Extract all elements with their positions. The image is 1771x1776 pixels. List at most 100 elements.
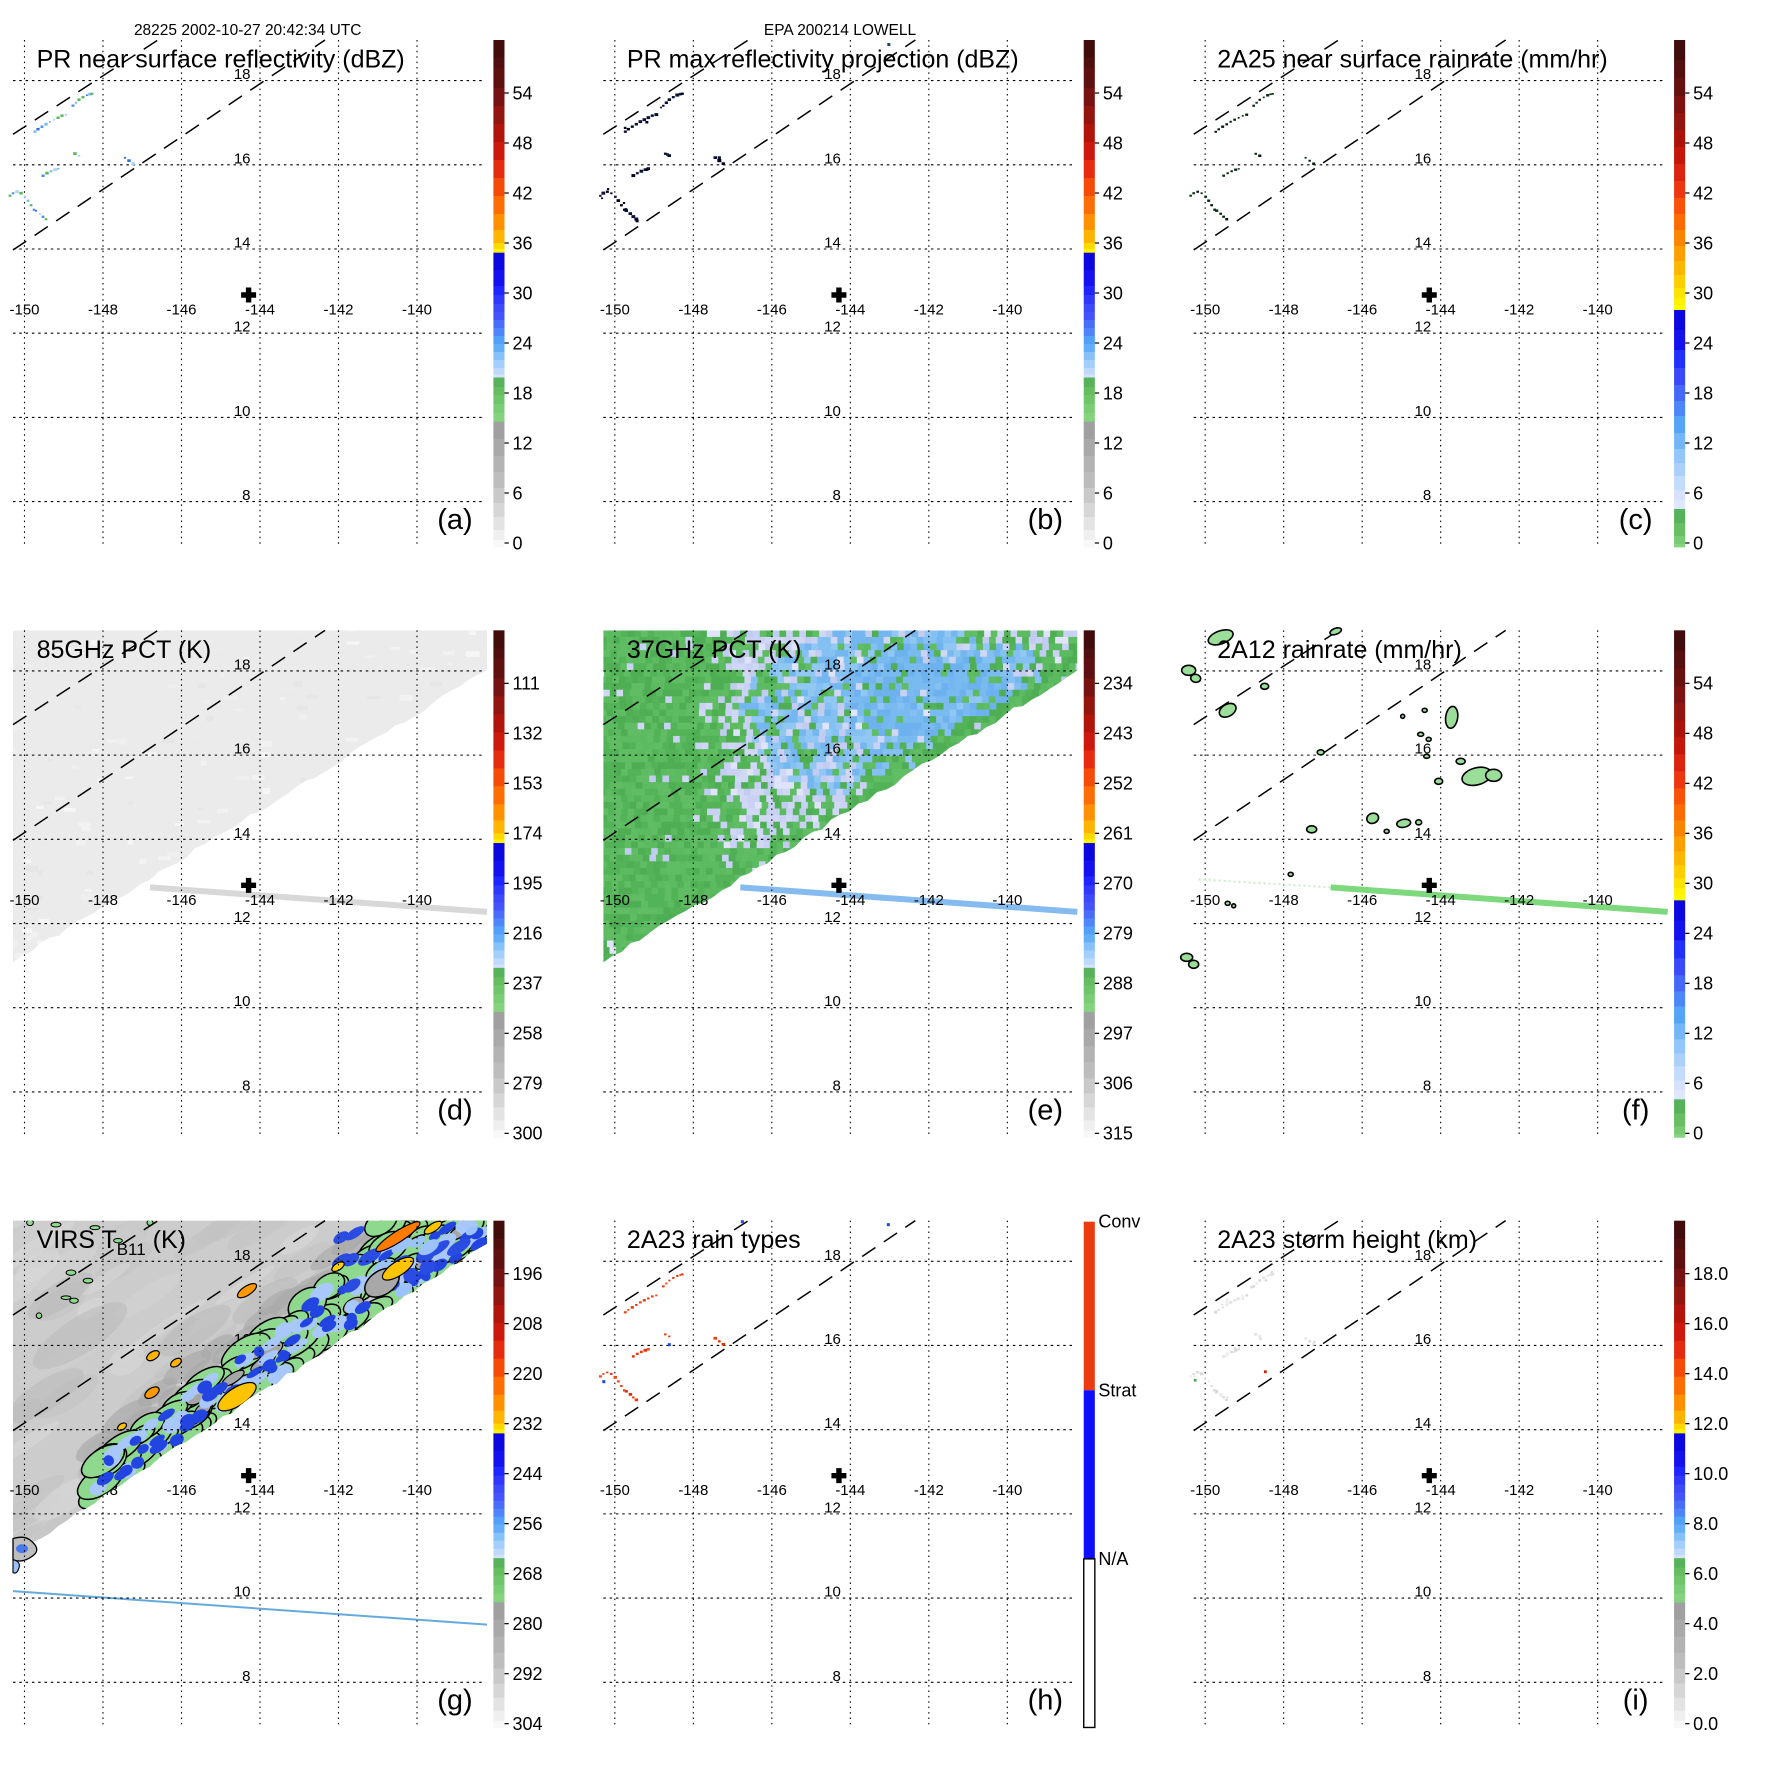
svg-text:8: 8 — [1423, 1668, 1431, 1685]
svg-text:153: 153 — [513, 774, 543, 794]
svg-text:-150: -150 — [9, 302, 39, 319]
svg-text:48: 48 — [1103, 133, 1123, 153]
svg-text:-148: -148 — [88, 892, 118, 909]
svg-text:-146: -146 — [757, 302, 787, 319]
svg-text:-148: -148 — [678, 1482, 708, 1499]
svg-text:132: 132 — [513, 724, 543, 744]
svg-text:PR near surface reflectivity (: PR near surface reflectivity (dBZ) — [37, 46, 405, 74]
svg-text:16: 16 — [234, 741, 251, 758]
svg-text:14: 14 — [234, 235, 251, 252]
svg-text:258: 258 — [513, 1024, 543, 1044]
svg-text:-144: -144 — [1426, 1482, 1456, 1499]
svg-text:-150: -150 — [1190, 892, 1220, 909]
svg-text:14: 14 — [1414, 825, 1431, 842]
svg-text:0: 0 — [1103, 533, 1113, 553]
svg-text:14: 14 — [824, 1415, 841, 1432]
svg-text:-150: -150 — [1190, 302, 1220, 319]
svg-text:12: 12 — [513, 433, 533, 453]
svg-text:6: 6 — [1103, 483, 1113, 503]
svg-text:(d): (d) — [437, 1094, 472, 1126]
svg-text:-144: -144 — [1426, 302, 1456, 319]
svg-text:12: 12 — [824, 909, 841, 926]
svg-text:24: 24 — [513, 333, 533, 353]
svg-text:16: 16 — [824, 150, 841, 167]
svg-text:16: 16 — [234, 150, 251, 167]
svg-text:-140: -140 — [1583, 892, 1613, 909]
svg-text:12: 12 — [824, 1499, 841, 1516]
svg-text:-144: -144 — [1426, 892, 1456, 909]
svg-text:12.0: 12.0 — [1693, 1414, 1728, 1434]
svg-text:10: 10 — [1414, 403, 1431, 420]
svg-text:10.0: 10.0 — [1693, 1464, 1728, 1484]
svg-text:16.0: 16.0 — [1693, 1314, 1728, 1334]
svg-text:196: 196 — [513, 1264, 543, 1284]
svg-text:Conv: Conv — [1098, 1212, 1140, 1232]
svg-text:-142: -142 — [1504, 1482, 1534, 1499]
svg-text:-150: -150 — [600, 302, 630, 319]
svg-text:-144: -144 — [835, 302, 865, 319]
svg-text:54: 54 — [1693, 83, 1713, 103]
svg-text:24: 24 — [1693, 924, 1713, 944]
svg-text:42: 42 — [1693, 183, 1713, 203]
svg-text:-144: -144 — [835, 892, 865, 909]
svg-text:8: 8 — [242, 487, 250, 504]
svg-text:234: 234 — [1103, 674, 1133, 694]
svg-text:-142: -142 — [914, 1482, 944, 1499]
svg-text:16: 16 — [824, 1331, 841, 1348]
svg-text:195: 195 — [513, 874, 543, 894]
svg-text:18: 18 — [1414, 656, 1431, 673]
svg-text:(i): (i) — [1623, 1685, 1649, 1717]
svg-text:30: 30 — [1103, 283, 1123, 303]
svg-text:-150: -150 — [600, 1482, 630, 1499]
svg-text:-146: -146 — [166, 302, 196, 319]
svg-text:12: 12 — [1103, 433, 1123, 453]
svg-text:-144: -144 — [835, 1482, 865, 1499]
svg-text:220: 220 — [513, 1364, 543, 1384]
svg-text:PR max reflectivity projection: PR max reflectivity projection (dBZ) — [627, 46, 1019, 74]
svg-text:12: 12 — [234, 909, 251, 926]
svg-text:270: 270 — [1103, 874, 1133, 894]
svg-text:37GHz PCT (K): 37GHz PCT (K) — [627, 636, 802, 664]
svg-text:18: 18 — [234, 656, 251, 673]
svg-text:54: 54 — [513, 83, 533, 103]
svg-text:14: 14 — [1414, 1415, 1431, 1432]
svg-text:-142: -142 — [1504, 892, 1534, 909]
svg-text:14: 14 — [824, 825, 841, 842]
svg-text:18: 18 — [824, 656, 841, 673]
svg-text:2A25 near surface rainrate (mm: 2A25 near surface rainrate (mm/hr) — [1217, 46, 1607, 74]
svg-text:18: 18 — [513, 383, 533, 403]
svg-text:-142: -142 — [1504, 302, 1534, 319]
svg-text:10: 10 — [824, 993, 841, 1010]
svg-text:2.0: 2.0 — [1693, 1664, 1718, 1684]
svg-text:(h): (h) — [1028, 1685, 1063, 1717]
svg-text:12: 12 — [234, 1499, 251, 1516]
svg-text:6.0: 6.0 — [1693, 1564, 1718, 1584]
svg-text:6: 6 — [1693, 483, 1703, 503]
svg-text:243: 243 — [1103, 724, 1133, 744]
svg-text:-142: -142 — [323, 302, 353, 319]
svg-text:18: 18 — [1693, 383, 1713, 403]
svg-text:Strat: Strat — [1098, 1380, 1136, 1400]
svg-text:12: 12 — [1693, 1024, 1713, 1044]
svg-text:8: 8 — [242, 1668, 250, 1685]
svg-text:30: 30 — [1693, 283, 1713, 303]
svg-text:(f): (f) — [1622, 1094, 1649, 1126]
svg-text:-148: -148 — [88, 302, 118, 319]
svg-text:48: 48 — [1693, 133, 1713, 153]
svg-text:14: 14 — [824, 235, 841, 252]
svg-text:-140: -140 — [992, 1482, 1022, 1499]
svg-text:18.0: 18.0 — [1693, 1264, 1728, 1284]
svg-text:10: 10 — [1414, 1584, 1431, 1601]
svg-text:292: 292 — [513, 1664, 543, 1684]
svg-text:0: 0 — [1693, 1124, 1703, 1144]
svg-text:8: 8 — [832, 1668, 840, 1685]
svg-text:N/A: N/A — [1098, 1549, 1128, 1569]
svg-text:-148: -148 — [678, 302, 708, 319]
svg-text:18: 18 — [1414, 1247, 1431, 1264]
svg-text:48: 48 — [1693, 724, 1713, 744]
svg-text:288: 288 — [1103, 974, 1133, 994]
svg-text:-146: -146 — [757, 892, 787, 909]
svg-text:0: 0 — [1693, 533, 1703, 553]
svg-text:-150: -150 — [1190, 1482, 1220, 1499]
svg-text:-150: -150 — [600, 892, 630, 909]
